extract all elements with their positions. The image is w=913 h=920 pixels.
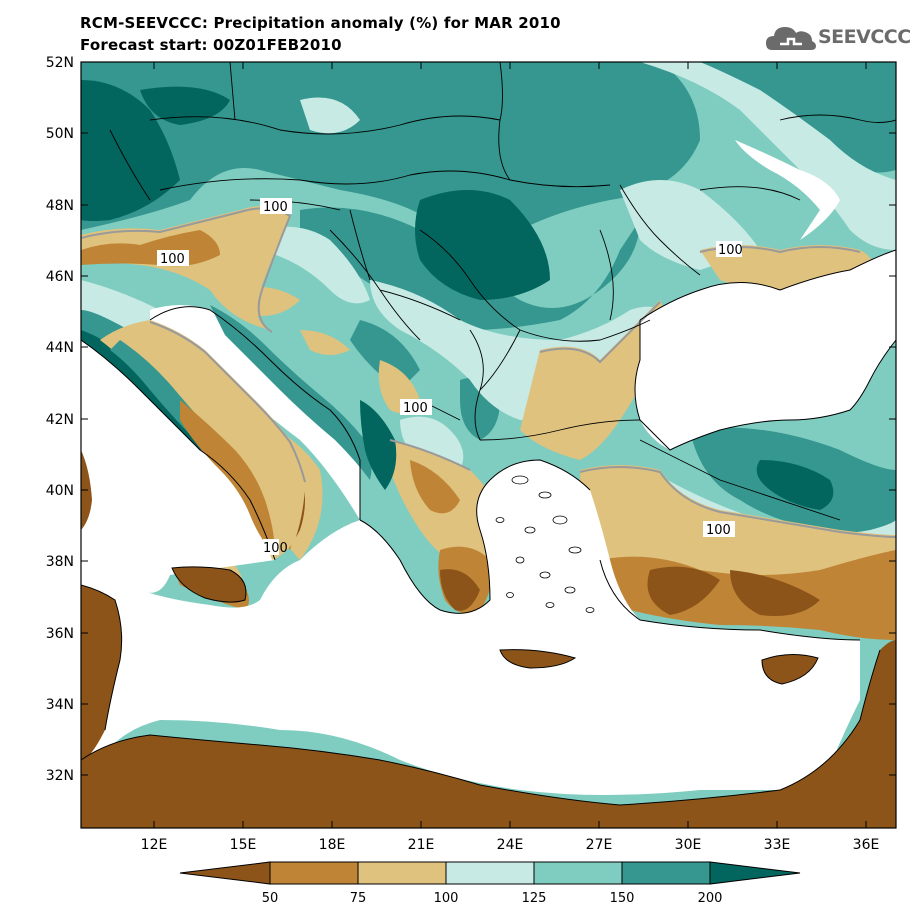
lon-tick-label: 33E xyxy=(764,837,791,853)
lon-tick-label: 12E xyxy=(141,837,168,853)
colorbar-segment-above-200 xyxy=(709,861,801,885)
seevccc-logo: SEEVCCC xyxy=(766,22,911,52)
contour-label: 100 xyxy=(403,401,428,416)
colorbar-segment xyxy=(357,861,447,885)
lon-tick-label: 21E xyxy=(408,837,435,853)
white-streak xyxy=(735,140,840,240)
lat-tick-label: 34N xyxy=(46,697,74,713)
contour-label: 100 xyxy=(160,252,185,267)
colorbar: 50 75 100 125 150 200 xyxy=(179,861,801,906)
contour-label: 100 xyxy=(263,541,288,556)
aegean-islands xyxy=(495,475,595,613)
contour-label: 100 xyxy=(263,200,288,215)
colorbar-segment xyxy=(533,861,623,885)
lat-tick-label: 44N xyxy=(46,340,74,356)
colorbar-level-label: 50 xyxy=(262,891,279,906)
lon-tick-label: 36E xyxy=(853,837,880,853)
colorbar-segment xyxy=(621,861,711,885)
italy-land xyxy=(100,320,305,560)
colorbar-level-label: 75 xyxy=(350,891,367,906)
colorbar-segment-below-50 xyxy=(179,861,271,885)
lon-tick-label: 27E xyxy=(586,837,613,853)
lat-tick-label: 32N xyxy=(46,768,74,784)
colorbar-segment xyxy=(445,861,535,885)
boundaries xyxy=(109,62,896,521)
lat-tick-label: 38N xyxy=(46,554,74,570)
map-title: RCM-SEEVCCC: Precipitation anomaly (%) f… xyxy=(80,14,561,32)
map-frame xyxy=(80,61,897,829)
lon-axis xyxy=(153,62,867,828)
cloud-icon xyxy=(766,27,816,50)
lon-tick-label: 30E xyxy=(675,837,702,853)
lon-tick-label: 18E xyxy=(319,837,346,853)
lat-labels: 52N 50N 48N 46N 44N 42N 40N 38N 36N 34N … xyxy=(46,55,74,784)
contour-label: 100 xyxy=(718,243,743,258)
colorbar-level-label: 150 xyxy=(610,891,635,906)
lon-tick-label: 24E xyxy=(497,837,524,853)
coastlines xyxy=(81,249,896,806)
lon-tick-label: 15E xyxy=(230,837,257,853)
balkan-coast xyxy=(210,305,397,490)
lat-tick-label: 50N xyxy=(46,126,74,142)
lat-tick-label: 48N xyxy=(46,198,74,214)
lon-labels: 12E 15E 18E 21E 24E 27E 30E 33E 36E xyxy=(141,837,880,853)
lat-tick-label: 36N xyxy=(46,626,74,642)
lat-tick-label: 46N xyxy=(46,269,74,285)
colorbar-segment xyxy=(269,861,359,885)
colorbar-level-label: 125 xyxy=(522,891,547,906)
lat-tick-label: 52N xyxy=(46,55,74,71)
lat-axis xyxy=(81,61,896,776)
map-subtitle: Forecast start: 00Z01FEB2010 xyxy=(80,36,342,54)
lat-tick-label: 40N xyxy=(46,483,74,499)
contour-label: 100 xyxy=(706,523,731,538)
colorbar-level-label: 200 xyxy=(698,891,723,906)
anomaly-below-50 xyxy=(440,566,820,616)
logo-text: SEEVCCC xyxy=(818,26,911,48)
lat-tick-label: 42N xyxy=(46,412,74,428)
contour-label-group: 100 100 100 100 100 100 xyxy=(157,198,743,556)
colorbar-level-label: 100 xyxy=(434,891,459,906)
